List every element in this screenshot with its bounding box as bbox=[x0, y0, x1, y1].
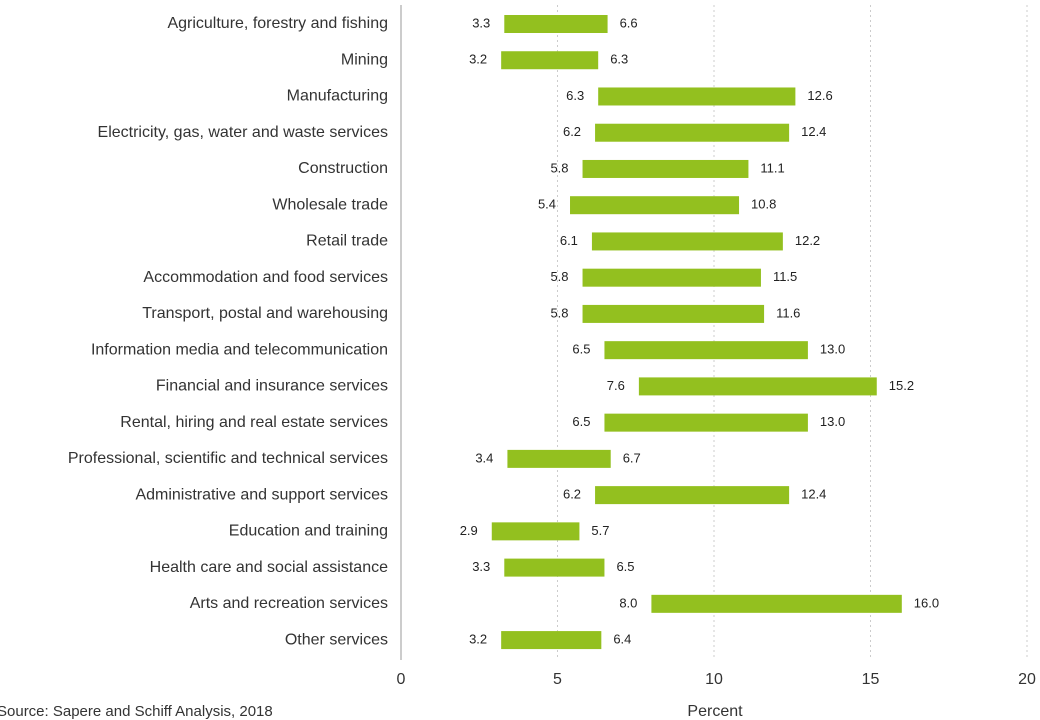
high-label: 10.8 bbox=[751, 197, 776, 212]
low-label: 6.5 bbox=[572, 414, 590, 429]
x-tick-label: 5 bbox=[553, 671, 562, 688]
low-label: 6.2 bbox=[563, 124, 581, 139]
high-label: 12.2 bbox=[795, 233, 820, 248]
high-label: 6.4 bbox=[613, 632, 631, 647]
low-label: 5.8 bbox=[550, 305, 568, 320]
low-label: 5.8 bbox=[550, 160, 568, 175]
category-label: Mining bbox=[341, 51, 388, 68]
low-label: 5.4 bbox=[538, 197, 556, 212]
category-label: Retail trade bbox=[306, 233, 388, 250]
low-label: 6.3 bbox=[566, 88, 584, 103]
high-label: 12.6 bbox=[807, 88, 832, 103]
bar bbox=[604, 341, 808, 360]
source-note: Source: Sapere and Schiff Analysis, 2018 bbox=[0, 703, 273, 720]
category-label: Manufacturing bbox=[287, 88, 388, 105]
bar bbox=[501, 631, 602, 650]
bar bbox=[582, 268, 761, 287]
low-label: 3.3 bbox=[472, 15, 490, 30]
high-label: 6.6 bbox=[620, 15, 638, 30]
bar bbox=[604, 413, 808, 432]
high-label: 12.4 bbox=[801, 487, 826, 502]
high-label: 13.0 bbox=[820, 414, 845, 429]
bar bbox=[582, 304, 765, 323]
category-label: Information media and telecommunication bbox=[91, 341, 388, 358]
bar bbox=[651, 594, 902, 613]
high-label: 6.5 bbox=[616, 559, 634, 574]
x-tick-label: 0 bbox=[397, 671, 406, 688]
high-label: 11.5 bbox=[773, 269, 797, 284]
category-label: Accommodation and food services bbox=[143, 269, 388, 286]
category-label: Transport, postal and warehousing bbox=[142, 305, 388, 322]
high-label: 11.6 bbox=[776, 305, 800, 320]
high-label: 6.3 bbox=[610, 52, 628, 67]
category-label: Arts and recreation services bbox=[190, 595, 388, 612]
bar bbox=[638, 377, 877, 396]
low-label: 8.0 bbox=[619, 595, 637, 610]
high-label: 15.2 bbox=[889, 378, 914, 393]
bar bbox=[504, 15, 608, 33]
bar bbox=[504, 558, 605, 577]
low-label: 7.6 bbox=[607, 378, 625, 393]
bar bbox=[501, 51, 599, 70]
bar bbox=[491, 522, 580, 541]
bar bbox=[591, 232, 783, 251]
high-label: 5.7 bbox=[591, 523, 609, 538]
x-axis-label: Percent bbox=[687, 703, 743, 720]
category-label: Financial and insurance services bbox=[156, 378, 388, 395]
bar bbox=[570, 196, 740, 215]
x-tick-label: 20 bbox=[1018, 671, 1036, 688]
high-label: 13.0 bbox=[820, 342, 845, 357]
low-label: 5.8 bbox=[550, 269, 568, 284]
high-label: 12.4 bbox=[801, 124, 826, 139]
category-label: Administrative and support services bbox=[135, 486, 388, 503]
low-label: 2.9 bbox=[460, 523, 478, 538]
bar bbox=[582, 159, 749, 178]
bar bbox=[598, 87, 796, 106]
category-label: Construction bbox=[298, 160, 388, 177]
category-label: Rental, hiring and real estate services bbox=[120, 414, 388, 431]
x-tick-label: 15 bbox=[862, 671, 880, 688]
bar bbox=[507, 449, 611, 468]
category-label: Wholesale trade bbox=[272, 196, 388, 213]
low-label: 6.5 bbox=[572, 342, 590, 357]
high-label: 16.0 bbox=[914, 595, 939, 610]
category-label: Education and training bbox=[229, 523, 388, 540]
low-label: 6.2 bbox=[563, 487, 581, 502]
category-label: Electricity, gas, water and waste servic… bbox=[98, 124, 388, 141]
bar bbox=[595, 486, 790, 505]
low-label: 6.1 bbox=[560, 233, 578, 248]
low-label: 3.2 bbox=[469, 632, 487, 647]
high-label: 6.7 bbox=[623, 450, 641, 465]
category-label: Agriculture, forestry and fishing bbox=[167, 15, 388, 32]
high-label: 11.1 bbox=[760, 160, 784, 175]
low-label: 3.2 bbox=[469, 52, 487, 67]
category-label: Professional, scientific and technical s… bbox=[68, 450, 388, 467]
low-label: 3.3 bbox=[472, 559, 490, 574]
category-label: Health care and social assistance bbox=[150, 559, 388, 576]
bar bbox=[595, 123, 790, 142]
category-label: Other services bbox=[285, 631, 388, 648]
low-label: 3.4 bbox=[475, 450, 493, 465]
x-tick-label: 10 bbox=[705, 671, 723, 688]
